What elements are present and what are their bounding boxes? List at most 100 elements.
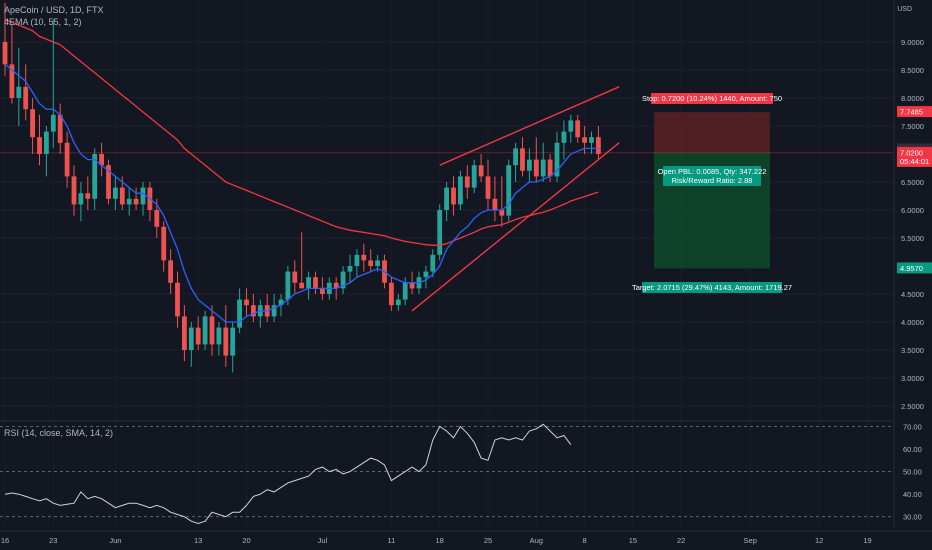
candle-up[interactable] <box>375 260 380 266</box>
price-axis[interactable]: 2.5000 3.0000 3.5000 4.0000 4.5000 5.5000 6.00… <box>901 38 924 522</box>
candle-down[interactable] <box>499 210 505 216</box>
candle-up[interactable] <box>561 131 567 143</box>
candle-down[interactable] <box>451 187 456 205</box>
candle-up[interactable] <box>230 327 236 356</box>
candle-up[interactable] <box>285 271 291 300</box>
candle-up[interactable] <box>589 137 594 143</box>
target-price-tag-bg <box>897 262 932 274</box>
candle-up[interactable] <box>140 187 146 205</box>
candle-up[interactable] <box>50 114 56 132</box>
candle-down[interactable] <box>409 282 415 289</box>
candle-up[interactable] <box>271 305 277 317</box>
candle-down[interactable] <box>492 198 498 210</box>
candle-down[interactable] <box>30 109 35 138</box>
candle-down[interactable] <box>292 271 298 283</box>
candle-down[interactable] <box>23 86 29 110</box>
candle-down[interactable] <box>64 142 70 177</box>
candle-down[interactable] <box>37 137 42 154</box>
candle-down[interactable] <box>161 226 167 261</box>
candle-down[interactable] <box>71 176 77 205</box>
position-labels[interactable]: Stop: 0.7200 (10.24%) 1440, Amount: 750 O… <box>632 93 792 293</box>
candle-up[interactable] <box>347 266 353 272</box>
candle-down[interactable] <box>478 165 484 177</box>
candle-down[interactable] <box>223 327 229 356</box>
candle-down[interactable] <box>244 299 249 306</box>
candle-up[interactable] <box>554 142 560 177</box>
candle-up[interactable] <box>44 131 49 154</box>
candle-up[interactable] <box>306 277 311 289</box>
candle-up[interactable] <box>126 198 132 205</box>
candle-down[interactable] <box>57 114 63 143</box>
candle-up[interactable] <box>78 193 84 205</box>
candle-down[interactable] <box>154 210 160 227</box>
candle-up[interactable] <box>340 271 346 289</box>
candle-down[interactable] <box>520 148 525 171</box>
candle-down[interactable] <box>596 137 601 154</box>
candle-down[interactable] <box>368 260 374 266</box>
candle-down[interactable] <box>195 327 201 345</box>
candle-down[interactable] <box>464 176 470 188</box>
time-tick-label: 23 <box>49 536 57 545</box>
candle-up[interactable] <box>444 187 449 210</box>
candle-up[interactable] <box>278 299 284 306</box>
target-label[interactable]: Target: 2.0715 (29.47%) 4143, Amount: 17… <box>632 282 792 293</box>
candle-down[interactable] <box>333 282 339 289</box>
candle-up[interactable] <box>527 159 532 171</box>
candle-down[interactable] <box>119 187 125 205</box>
candle-down[interactable] <box>106 165 111 199</box>
stop-label-text: Stop: 0.7200 (10.24%) 1440, Amount: 750 <box>642 94 782 103</box>
candle-down[interactable] <box>2 42 8 65</box>
candle-down[interactable] <box>133 198 139 205</box>
open-label[interactable]: Open PBL: 0.0085, Qty: 347.222Risk/Rewar… <box>658 166 767 186</box>
symbol-legend[interactable]: ApeCoin / USD, 1D, FTX <box>4 5 104 15</box>
candle-up[interactable] <box>513 148 518 166</box>
candle-up[interactable] <box>402 282 408 300</box>
candle-up[interactable] <box>458 176 463 205</box>
candle-up[interactable] <box>423 271 429 278</box>
candle-down[interactable] <box>547 159 553 177</box>
candle-down[interactable] <box>9 64 15 98</box>
candle-up[interactable] <box>430 254 436 272</box>
time-tick-label: Jul <box>318 536 328 545</box>
candle-down[interactable] <box>175 282 180 317</box>
candle-up[interactable] <box>237 299 242 328</box>
candle-up[interactable] <box>216 327 222 345</box>
candle-up[interactable] <box>506 165 512 216</box>
candle-down[interactable] <box>182 316 187 350</box>
candle-down[interactable] <box>582 137 587 143</box>
wedge-lower-line[interactable] <box>411 142 620 312</box>
candle-up[interactable] <box>188 327 194 350</box>
candle-up[interactable] <box>471 165 477 188</box>
candle-up[interactable] <box>16 86 22 98</box>
candle-up[interactable] <box>540 159 546 177</box>
candle-down[interactable] <box>533 159 539 177</box>
stop-label[interactable]: Stop: 0.7200 (10.24%) 1440, Amount: 750 <box>642 93 782 104</box>
wedge-trendlines[interactable] <box>411 86 620 312</box>
candle-down[interactable] <box>85 193 91 199</box>
candle-down[interactable] <box>361 254 367 261</box>
candle-down[interactable] <box>168 260 173 283</box>
wedge-upper-line[interactable] <box>439 86 620 166</box>
candle-up[interactable] <box>202 316 208 345</box>
time-tick-label: Sep <box>744 536 757 545</box>
candle-up[interactable] <box>437 210 443 255</box>
candle-down[interactable] <box>251 305 256 317</box>
candle-down[interactable] <box>209 316 215 345</box>
ema-indicator-legend[interactable]: 4EMA (10, 55, 1, 2) <box>4 17 82 27</box>
candle-down[interactable] <box>485 176 491 199</box>
candle-up[interactable] <box>92 154 98 199</box>
candle-down[interactable] <box>313 277 318 289</box>
candle-up[interactable] <box>568 120 574 132</box>
candle-down[interactable] <box>99 154 104 166</box>
candle-up[interactable] <box>354 254 360 266</box>
candle-down[interactable] <box>389 282 394 306</box>
candle-down[interactable] <box>320 288 325 294</box>
candle-up[interactable] <box>113 187 118 199</box>
time-axis[interactable]: 16 23 Jun 13 20 Jul 11 18 25 Aug 8 15 22 Sep 12 19 <box>1 536 872 545</box>
candle-up[interactable] <box>395 299 401 306</box>
candle-down[interactable] <box>299 282 305 289</box>
rsi-indicator-legend[interactable]: RSI (14, close, SMA, 14, 2) <box>4 428 114 438</box>
candle-down[interactable] <box>575 120 581 138</box>
